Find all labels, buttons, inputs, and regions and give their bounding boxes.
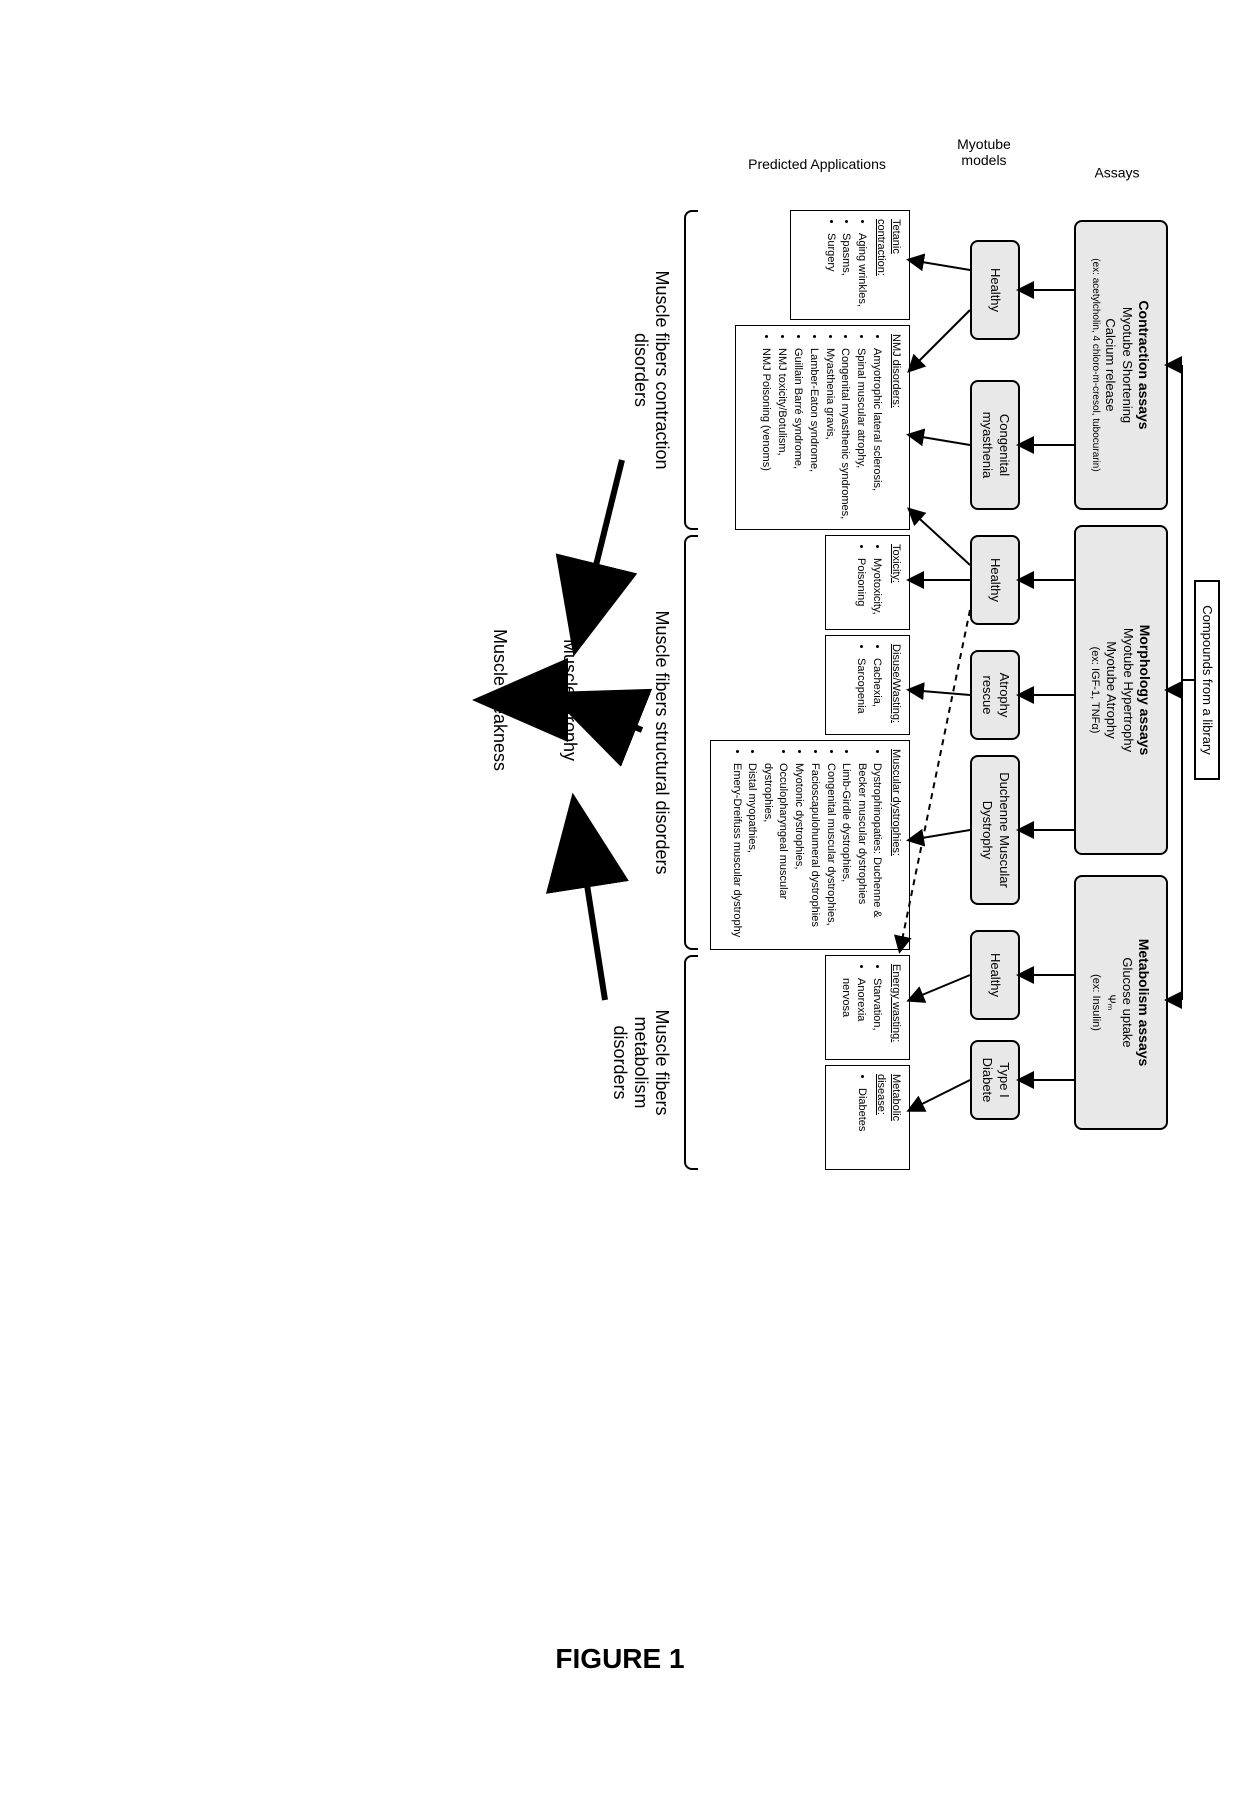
model-atrophy-rescue: Atrophy rescue: [970, 650, 1020, 740]
metabolism-assays-box: Metabolism assays Glucose uptake Ψₘ (ex:…: [1074, 875, 1168, 1130]
model-diabete: Type I Diabete: [970, 1040, 1020, 1120]
list-item: Occulopharyngeal muscular dystrophies,: [760, 763, 790, 941]
outcome-atrophy: Muscle atrophy: [559, 570, 580, 830]
list-item: NMJ Poisoning (venoms): [758, 348, 773, 521]
flowchart-diagram: Compounds from a library Contraction ass…: [20, 210, 1220, 1150]
bracket-3: [684, 955, 698, 1170]
model-congenital-myasthenia: Congenital myasthenia: [970, 380, 1020, 510]
metabolism-l1: Glucose uptake: [1118, 883, 1135, 1122]
compounds-label: Compounds from a library: [1199, 588, 1216, 772]
list-item: Facioscapulohumeral dystrophies: [807, 763, 822, 941]
morphology-l2: Myotube Atrophy: [1102, 533, 1119, 847]
app-disuse: Disuse/Wasting: Cachexia,Sarcopenia: [825, 635, 910, 735]
contraction-title: Contraction assays: [1135, 228, 1153, 502]
app-energy-hdr: Energy wasting:: [888, 964, 903, 1051]
contraction-l1: Myotube Shortening: [1118, 228, 1135, 502]
app-tetanic: Tetanic contraction: Aging wrinkles,Spas…: [790, 210, 910, 320]
model-healthy-c: Healthy: [970, 240, 1020, 340]
list-item: Spinal muscular atrophy,: [853, 348, 868, 521]
app-metdis: Metabolic disease: Diabetes: [825, 1065, 910, 1170]
app-nmj-list: Amyotrophic lateral sclerosis,Spinal mus…: [758, 334, 884, 521]
list-item: Spasms,: [839, 233, 854, 311]
model-healthy-met: Healthy: [970, 930, 1020, 1020]
morphology-l3: (ex: IGF-1, TNFα): [1088, 533, 1102, 847]
model-healthy-met-label: Healthy: [987, 938, 1004, 1012]
compounds-box: Compounds from a library: [1194, 580, 1220, 780]
list-item: Congenital muscular dystrophies,: [823, 763, 838, 941]
morphology-l1: Myotube Hypertrophy: [1119, 533, 1136, 847]
app-energy-list: Starvation,Anorexia nervosa: [839, 964, 885, 1051]
model-healthy-m: Healthy: [970, 535, 1020, 625]
app-nmj: NMJ disorders: Amyotrophic lateral scler…: [735, 325, 910, 530]
outcome-metabolism: Muscle fibers metabolism disorders: [609, 970, 672, 1155]
app-md: Muscular dystrophies: Dystrophinopaties:…: [710, 740, 910, 950]
bracket-2: [684, 535, 698, 950]
side-assays: Assays: [1094, 165, 1139, 181]
list-item: Myotoxicity,: [869, 558, 884, 621]
list-item: Amyotrophic lateral sclerosis,: [869, 348, 884, 521]
app-toxicity-hdr: Toxicity:: [888, 544, 903, 621]
list-item: NMJ toxicity/Botulism,: [774, 348, 789, 521]
list-item: Poisoning: [853, 558, 868, 621]
outcome-weakness: Muscle weakness: [489, 570, 510, 830]
model-atrophy-label: Atrophy rescue: [978, 658, 1012, 732]
outcome-structural: Muscle fibers structural disorders: [651, 540, 672, 945]
app-nmj-hdr: NMJ disorders:: [888, 334, 903, 521]
app-md-hdr: Muscular dystrophies:: [888, 749, 903, 941]
morphology-assays-box: Morphology assays Myotube Hypertrophy My…: [1074, 525, 1168, 855]
metabolism-title: Metabolism assays: [1135, 883, 1153, 1122]
app-tetanic-list: Aging wrinkles,Spasms,Surgery: [823, 219, 870, 311]
model-diabete-label: Type I Diabete: [978, 1048, 1012, 1112]
list-item: Diabetes: [854, 1088, 869, 1161]
list-item: Myasthenia gravis,: [822, 348, 837, 521]
list-item: Lamber-Eaton syndrome,: [806, 348, 821, 521]
metabolism-l3: (ex: Insulin): [1089, 883, 1103, 1122]
list-item: Sarcopenia: [853, 658, 868, 726]
figure-label: FIGURE 1: [0, 1643, 1240, 1675]
app-md-list: Dystrophinopaties: Duchenne & Becker mus…: [729, 749, 884, 941]
morphology-title: Morphology assays: [1136, 533, 1154, 847]
list-item: Distal myopathies,: [745, 763, 760, 941]
app-metdis-hdr: Metabolic disease:: [873, 1074, 903, 1161]
list-item: Congenital myasthenic syndromes,: [838, 348, 853, 521]
list-item: Limb-Girdle dystrophies,: [839, 763, 854, 941]
app-toxicity-list: Myotoxicity,Poisoning: [853, 544, 884, 621]
contraction-l3: (ex: acetylcholin, 4 chloro-m-cresol, tu…: [1089, 228, 1102, 502]
app-toxicity: Toxicity: Myotoxicity,Poisoning: [825, 535, 910, 630]
list-item: Dystrophinopaties: Duchenne & Becker mus…: [854, 763, 884, 941]
list-item: Cachexia,: [869, 658, 884, 726]
list-item: Starvation,: [869, 978, 884, 1051]
contraction-l2: Calcium release: [1102, 228, 1119, 502]
model-dmd-label: Duchenne Muscular Dystrophy: [978, 763, 1012, 897]
model-dmd: Duchenne Muscular Dystrophy: [970, 755, 1020, 905]
app-disuse-list: Cachexia,Sarcopenia: [853, 644, 884, 726]
app-tetanic-hdr: Tetanic contraction:: [873, 219, 903, 311]
app-energy: Energy wasting: Starvation,Anorexia nerv…: [825, 955, 910, 1060]
side-apps: Predicted Applications: [748, 156, 886, 172]
list-item: Surgery: [823, 233, 838, 311]
metabolism-l2: Ψₘ: [1103, 883, 1117, 1122]
contraction-assays-box: Contraction assays Myotube Shortening Ca…: [1074, 220, 1168, 510]
app-disuse-hdr: Disuse/Wasting:: [888, 644, 903, 726]
app-metdis-list: Diabetes: [854, 1074, 869, 1161]
outcome-contraction: Muscle fibers contraction disorders: [630, 230, 672, 510]
bracket-1: [684, 210, 698, 530]
model-cm-label: Congenital myasthenia: [978, 388, 1012, 502]
list-item: Myotonic dystrophies,: [791, 763, 806, 941]
list-item: Anorexia nervosa: [839, 978, 869, 1051]
list-item: Aging wrinkles,: [854, 233, 869, 311]
list-item: Emery-Dreifuss muscular dystrophy: [729, 763, 744, 941]
model-healthy-c-label: Healthy: [987, 248, 1004, 332]
model-healthy-m-label: Healthy: [987, 543, 1004, 617]
side-myotube: Myotube models: [957, 136, 1011, 168]
list-item: Guillain Barré syndrome,: [790, 348, 805, 521]
